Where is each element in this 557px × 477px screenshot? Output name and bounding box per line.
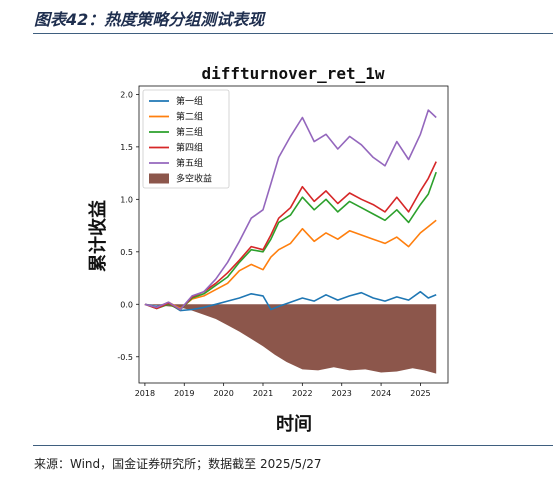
legend-label: 第五组 — [176, 157, 203, 169]
plot-frame — [138, 85, 449, 384]
y-tick-label: 2.0 — [120, 90, 133, 99]
y-tick-label: 0.5 — [120, 248, 133, 257]
series-line-3 — [144, 171, 437, 311]
x-tick-label: 2023 — [332, 389, 352, 398]
y-axis: -0.5 0.0 0.5 1.0 1.5 2.0 — [117, 90, 139, 362]
series-area-6 — [144, 304, 437, 374]
series-line-1 — [144, 290, 437, 312]
area-layer — [144, 304, 437, 374]
y-tick-label: 1.5 — [120, 143, 133, 152]
lines-layer — [144, 109, 437, 312]
footer-rule — [33, 445, 553, 446]
y-axis-label: 累计收益 — [87, 200, 109, 272]
legend-label: 第三组 — [176, 126, 203, 138]
y-tick-label: -0.5 — [117, 353, 133, 362]
y-tick-label: 1.0 — [120, 195, 133, 204]
legend-label: 第二组 — [176, 111, 203, 123]
chart-title: diffturnover_ret_1w — [201, 64, 384, 83]
figure-title: 图表42：热度策略分组测试表现 — [34, 10, 265, 29]
y-tick-label: 0.0 — [120, 300, 133, 309]
x-tick-label: 2024 — [371, 389, 391, 398]
x-tick-label: 2020 — [213, 389, 233, 398]
legend-label: 第一组 — [176, 95, 203, 107]
series-line-2 — [144, 219, 437, 310]
x-tick-label: 2021 — [253, 389, 273, 398]
series-line-5 — [144, 109, 437, 311]
x-tick-label: 2025 — [410, 389, 430, 398]
legend-label: 第四组 — [176, 142, 203, 154]
x-tick-label: 2019 — [174, 389, 194, 398]
x-axis: 2018 2019 2020 2021 2022 2023 2024 2025 — [135, 383, 431, 398]
source-note: 来源：Wind，国金证券研究所；数据截至 2025/5/27 — [34, 457, 322, 471]
legend-label: 多空收益 — [176, 173, 212, 185]
x-tick-label: 2018 — [135, 389, 155, 398]
legend-swatch — [149, 173, 169, 184]
header-rule — [33, 33, 553, 34]
x-axis-label: 时间 — [276, 414, 312, 435]
x-tick-label: 2022 — [292, 389, 312, 398]
chart: diffturnover_ret_1w 2018 2019 2020 2021 2022… — [87, 64, 449, 435]
